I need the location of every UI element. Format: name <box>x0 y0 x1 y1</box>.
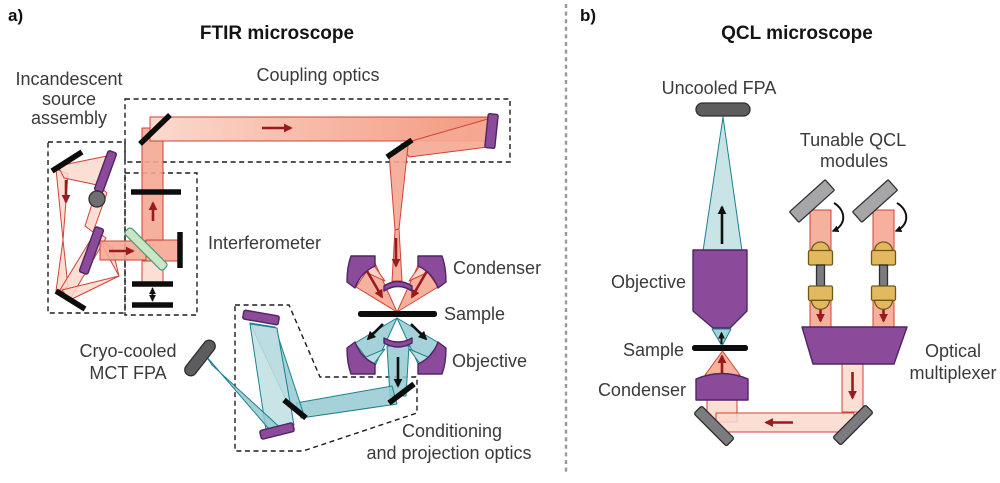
focusing-lens <box>873 299 894 310</box>
beamsplitter <box>124 227 168 271</box>
objective-secondary-mirror <box>383 337 413 348</box>
mct-fpa-detector <box>184 339 216 377</box>
objective-lens <box>692 249 748 329</box>
curved-mirror <box>259 422 295 440</box>
panel-a-title: FTIR microscope <box>200 23 354 44</box>
fold-mirror <box>694 406 734 446</box>
grating-rotation-arrow <box>894 202 908 232</box>
curved-mirror <box>78 226 105 275</box>
relay-beam <box>249 323 295 438</box>
focusing-lens <box>810 299 831 310</box>
objective-primary-mirror <box>346 341 376 375</box>
condenser-label: Condenser <box>598 380 686 400</box>
multiplexer-label-line2: multiplexer <box>909 363 996 383</box>
lens-spacer-rod <box>815 264 826 287</box>
uncooled-fpa-detector <box>695 102 751 117</box>
fpa-label: Uncooled FPA <box>662 78 777 98</box>
sample-label: Sample <box>444 304 505 324</box>
collimating-lens <box>810 241 831 252</box>
conditioning-optics-assembly <box>205 309 416 440</box>
conditioning-label-line1: Conditioning <box>402 421 502 441</box>
coupling-optics-box <box>124 98 511 163</box>
source-label-line2: source <box>42 89 96 109</box>
curved-mirror <box>484 113 499 149</box>
source-label-line1: Incandescent <box>15 69 122 89</box>
curved-mirror <box>242 309 280 326</box>
beam-arrow <box>366 323 384 341</box>
interferometer-label: Interferometer <box>208 233 321 253</box>
sample-stage <box>358 311 437 317</box>
condenser-label: Condenser <box>453 258 541 278</box>
flat-mirror <box>54 288 87 312</box>
relay-beam <box>295 385 398 419</box>
objective-label: Objective <box>452 351 527 371</box>
beam-arrow <box>410 323 428 341</box>
coupling-optics-label: Coupling optics <box>256 65 379 85</box>
qcl-module-left <box>789 179 845 330</box>
incandescent-source <box>88 190 106 208</box>
lens-mount <box>870 285 897 302</box>
condenser-assembly <box>346 255 447 313</box>
condenser-lens <box>695 372 749 401</box>
objective-label: Objective <box>611 272 686 292</box>
sample-label: Sample <box>623 340 684 360</box>
focusing-beam <box>388 145 409 231</box>
panel-b-title: QCL microscope <box>721 23 873 44</box>
panel-b-tag: b) <box>580 6 596 25</box>
objective-assembly <box>346 317 447 397</box>
panel-a-tag: a) <box>8 6 23 25</box>
collimating-lens <box>873 241 894 252</box>
optical-multiplexer <box>801 326 908 365</box>
qcl-label-line1: Tunable QCL <box>800 130 906 150</box>
panel-a-ftir-microscope: a) FTIR microscope Coupling optics Incan… <box>8 6 541 463</box>
lens-mount <box>807 285 834 302</box>
flat-mirror <box>50 149 84 174</box>
fold-mirror <box>138 113 172 146</box>
mct-label-line2: MCT FPA <box>89 363 166 383</box>
conditioning-label-line2: and projection optics <box>366 443 531 463</box>
lens-spacer-rod <box>878 264 889 287</box>
mct-label-line1: Cryo-cooled <box>79 341 176 361</box>
conditioning-optics-box <box>234 304 418 452</box>
beam-arrow <box>365 270 384 299</box>
multiplexer-label-line1: Optical <box>925 341 981 361</box>
qcl-label-line2: modules <box>820 151 888 171</box>
sample-stage <box>692 345 748 351</box>
condenser-primary-mirror <box>346 255 376 289</box>
fold-mirror <box>385 137 414 160</box>
ir-beam-vertical <box>141 127 164 242</box>
source-assembly-box <box>47 141 126 314</box>
tuning-grating-mirror <box>789 179 835 223</box>
condenser-primary-mirror <box>417 255 447 289</box>
interferometer-assembly <box>124 127 183 308</box>
qcl-module-right <box>852 179 908 330</box>
objective-primary-mirror <box>417 341 447 375</box>
condenser-secondary-mirror <box>383 280 413 292</box>
lens-mount <box>807 249 834 266</box>
tuning-grating-mirror <box>852 179 898 223</box>
lens-mount <box>870 249 897 266</box>
beam-arrow <box>410 270 429 299</box>
panel-b-qcl-microscope: b) QCL microscope Uncooled FPA Tunable Q… <box>580 6 997 446</box>
source-label-line3: assembly <box>31 108 107 128</box>
coupling-optics-assembly <box>138 113 499 282</box>
fold-mirror <box>387 381 416 406</box>
grating-rotation-arrow <box>831 202 845 232</box>
fold-mirror <box>282 397 308 421</box>
fold-mirror <box>833 405 873 445</box>
